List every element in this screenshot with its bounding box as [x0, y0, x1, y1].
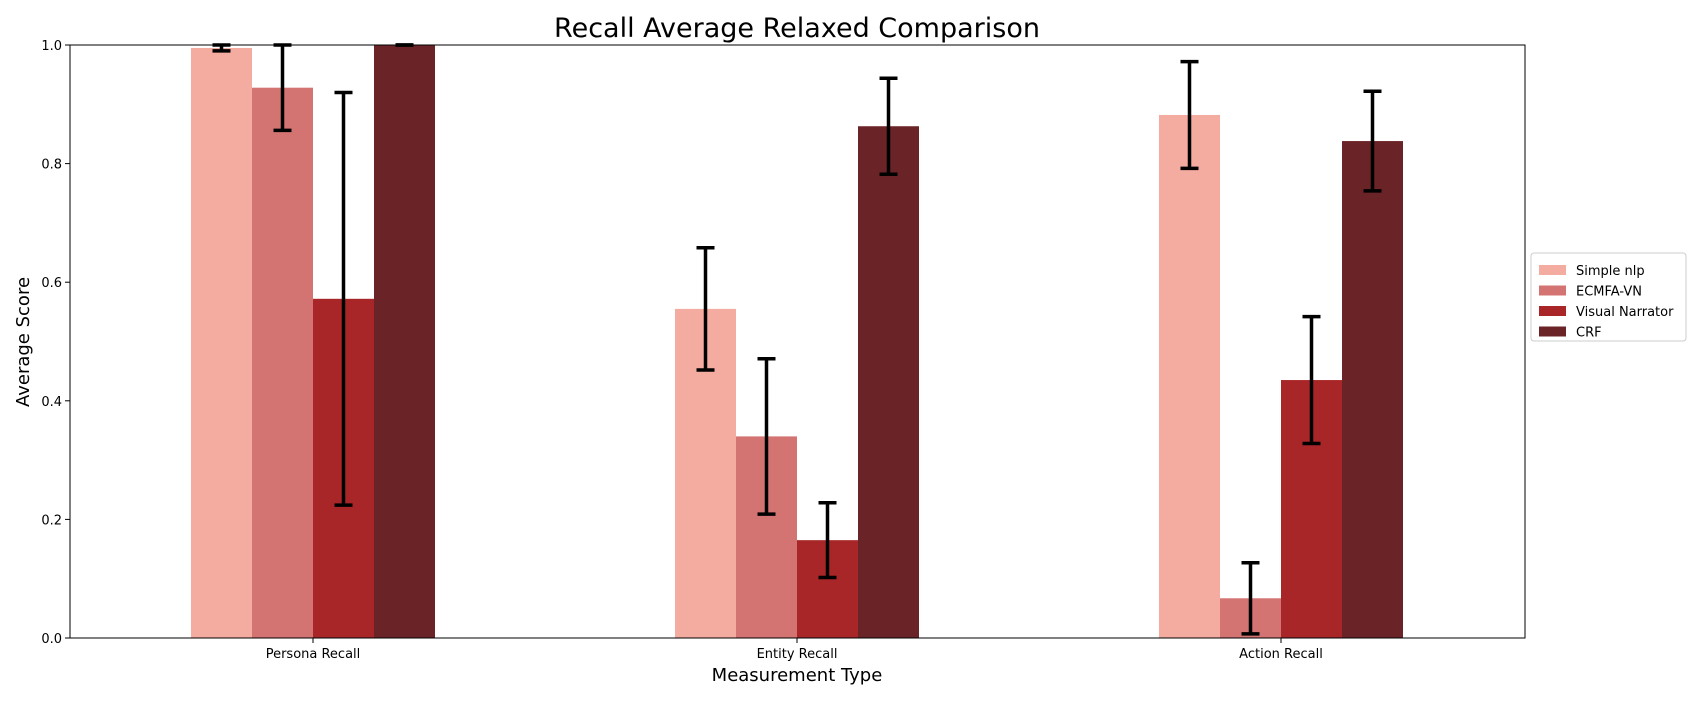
legend-label-crf: CRF [1576, 326, 1602, 341]
legend-swatch-visual-narrator [1539, 306, 1566, 316]
bar-crf-entity-recall [858, 126, 919, 638]
legend: Simple nlp ECMFA-VN Visual Narrator CRF [1530, 252, 1687, 342]
legend-label-visual-narrator: Visual Narrator [1576, 305, 1674, 320]
error-bar [818, 501, 837, 580]
error-bars-layer [212, 43, 1382, 636]
x-tick-label: Entity Recall [757, 647, 838, 662]
error-bar [696, 246, 715, 372]
bar-simple-nlp-action-recall [1159, 114, 1220, 638]
x-axis: Persona Recall Entity Recall Action Recall [266, 638, 1323, 662]
y-tick-label: 0.2 [41, 513, 62, 528]
y-tick-label: 1.0 [41, 39, 62, 54]
y-tick-label: 0.6 [41, 276, 62, 291]
legend-label-ecmfa-vn: ECMFA-VN [1576, 285, 1642, 300]
y-axis-label: Average Score [13, 277, 34, 407]
x-tick-label: Persona Recall [266, 647, 361, 662]
error-bar [1363, 89, 1382, 193]
error-bar [1180, 59, 1199, 171]
bar-crf-persona-recall [374, 45, 435, 638]
bar-crf-action-recall [1342, 141, 1403, 639]
legend-swatch-crf [1539, 326, 1566, 337]
legend-swatch-simple-nlp [1539, 265, 1566, 275]
error-bar [334, 90, 353, 507]
error-bar [879, 76, 898, 177]
y-tick-label: 0.4 [41, 395, 62, 410]
x-tick-label: Action Recall [1239, 647, 1323, 662]
error-bar [1241, 560, 1260, 636]
chart-title: Recall Average Relaxed Comparison [554, 13, 1040, 44]
y-tick-label: 0.8 [41, 158, 62, 173]
y-tick-label: 0.0 [41, 632, 62, 647]
legend-box [1530, 252, 1687, 342]
bar-ecmfa-vn-persona-recall [252, 87, 313, 639]
error-bar [757, 356, 776, 516]
bar-simple-nlp-persona-recall [191, 47, 252, 638]
legend-label-simple-nlp: Simple nlp [1576, 264, 1645, 279]
y-axis: 0.0 0.2 0.4 0.6 0.8 1.0 [41, 39, 70, 647]
error-bar [1302, 314, 1321, 446]
bars-layer [191, 45, 1403, 639]
x-axis-label: Measurement Type [712, 665, 883, 686]
legend-swatch-ecmfa-vn [1539, 285, 1566, 296]
